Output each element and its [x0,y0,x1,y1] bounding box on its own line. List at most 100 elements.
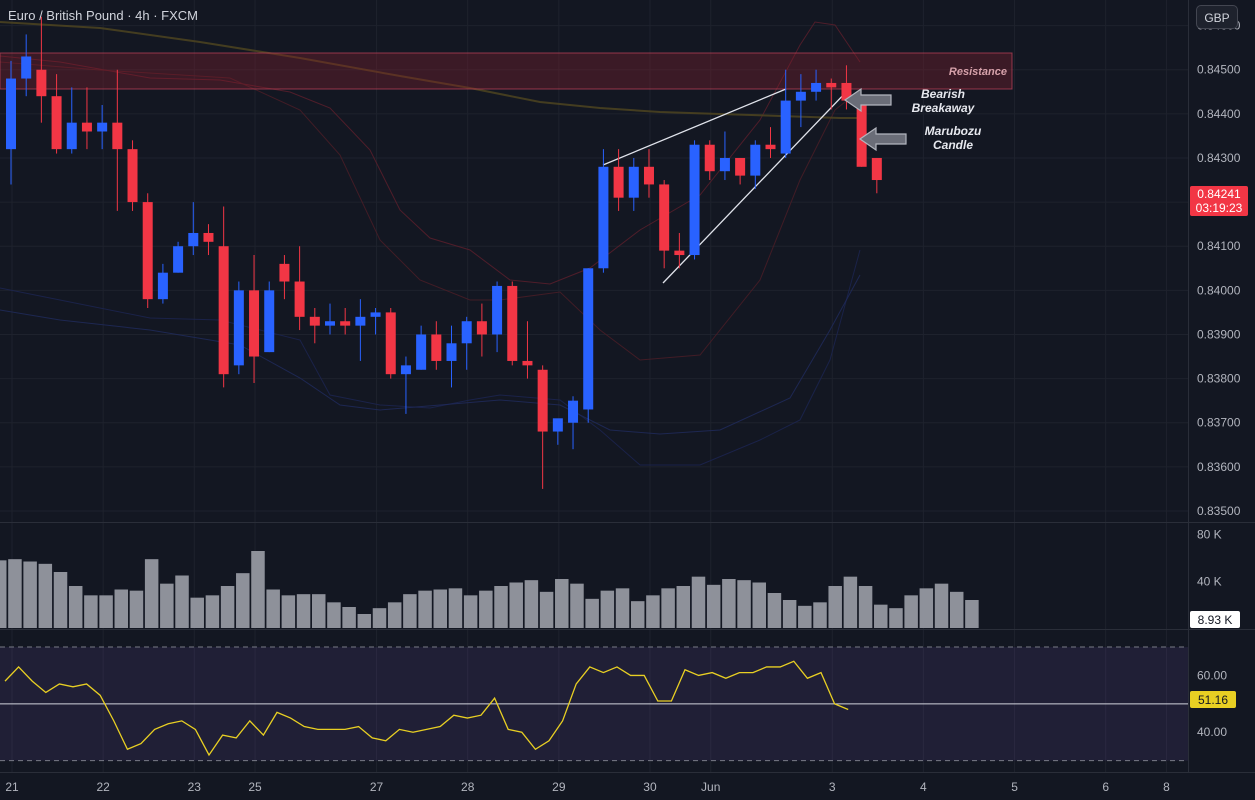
volume-bar[interactable] [539,591,554,628]
candle[interactable] [233,281,244,375]
volume-bar[interactable] [0,560,7,628]
candle[interactable] [51,74,62,154]
volume-bar[interactable] [23,561,37,629]
resistance-zone[interactable] [0,52,1013,90]
volume-bar[interactable] [220,586,235,628]
candle[interactable] [431,321,442,370]
volume-bar[interactable] [570,583,584,628]
candle[interactable] [598,149,609,273]
volume-bar[interactable] [448,588,463,628]
candle[interactable] [249,255,260,384]
volume-bar[interactable] [8,559,22,628]
volume-bar[interactable] [387,602,402,628]
volume-bar[interactable] [236,573,250,628]
volume-bar[interactable] [858,586,873,628]
candle[interactable] [142,193,153,308]
volume-bar[interactable] [798,605,812,628]
volume-bar[interactable] [84,595,98,628]
marubozu-candle-arrow[interactable] [858,126,907,152]
candle[interactable] [340,307,351,335]
candle[interactable] [112,69,123,211]
candle[interactable] [826,78,837,110]
candle[interactable] [841,65,852,110]
volume-bar[interactable] [205,595,220,628]
volume-bar[interactable] [904,595,918,628]
candle[interactable] [6,60,16,185]
candle[interactable] [492,281,503,353]
candle[interactable] [294,246,305,331]
currency-unit-button[interactable]: GBP [1196,5,1238,29]
candle[interactable] [461,316,472,370]
candle[interactable] [537,365,548,489]
candle[interactable] [218,206,229,388]
bearish-breakaway-arrow[interactable] [843,87,892,113]
volume-bar[interactable] [311,594,326,628]
volume-bar[interactable] [99,595,113,628]
volume-bar[interactable] [342,607,356,628]
candle[interactable] [279,255,290,300]
volume-bar[interactable] [874,604,888,628]
volume-bar[interactable] [706,584,721,628]
volume-bar[interactable] [463,595,478,628]
volume-bar[interactable] [296,594,311,628]
candle[interactable] [689,140,700,260]
volume-bar[interactable] [129,590,144,628]
candle[interactable] [97,105,108,150]
volume-bar[interactable] [144,559,159,628]
candle[interactable] [173,241,184,273]
candle[interactable] [188,202,199,256]
volume-bar[interactable] [828,586,842,628]
volume-bar[interactable] [676,586,691,628]
volume-bar[interactable] [737,580,751,628]
volume-bar[interactable] [615,588,630,628]
candle[interactable] [765,127,776,158]
candle[interactable] [674,232,685,269]
volume-bar[interactable] [752,582,767,629]
candle[interactable] [21,34,32,97]
candle[interactable] [719,131,730,181]
volume-bar[interactable] [251,551,265,628]
volume-bar[interactable] [190,597,204,628]
volume-bar[interactable] [782,600,797,628]
candle[interactable] [476,303,487,357]
volume-bar[interactable] [934,583,949,628]
candle[interactable] [780,69,791,158]
candle[interactable] [309,307,320,344]
volume-bar[interactable] [38,563,53,628]
candle[interactable] [416,325,427,370]
wedge-upper-line[interactable] [602,88,787,166]
candle[interactable] [36,16,47,123]
candle[interactable] [811,69,822,101]
candle[interactable] [856,100,867,167]
candle[interactable] [157,263,168,304]
volume-bar[interactable] [813,602,827,628]
candle[interactable] [628,157,639,211]
candle[interactable] [355,299,366,361]
candle[interactable] [370,307,381,335]
volume-bar[interactable] [524,580,539,628]
volume-bar[interactable] [175,575,189,629]
volume-bar[interactable] [281,595,296,628]
volume-bar[interactable] [843,576,858,628]
candle[interactable] [871,157,882,194]
candle[interactable] [704,140,715,181]
volume-bar[interactable] [418,590,432,628]
volume-bar[interactable] [372,608,387,628]
volume-bar[interactable] [600,590,615,628]
volume-bar[interactable] [509,582,523,629]
candle[interactable] [203,224,214,256]
candle[interactable] [522,321,533,379]
candle[interactable] [750,140,761,189]
volume-bar[interactable] [494,586,508,628]
candle[interactable] [66,87,77,154]
volume-bar[interactable] [585,598,599,628]
volume-bar[interactable] [357,614,372,628]
volume-bar[interactable] [433,589,448,629]
time-axis[interactable]: 21 22 23 25 27 28 29 30 Jun 3 4 5 6 8 [5,780,1170,794]
volume-bar[interactable] [479,590,493,628]
candle[interactable] [400,356,411,414]
volume-bar[interactable] [889,608,903,628]
volume-bar[interactable] [160,583,174,628]
candle[interactable] [795,74,806,128]
